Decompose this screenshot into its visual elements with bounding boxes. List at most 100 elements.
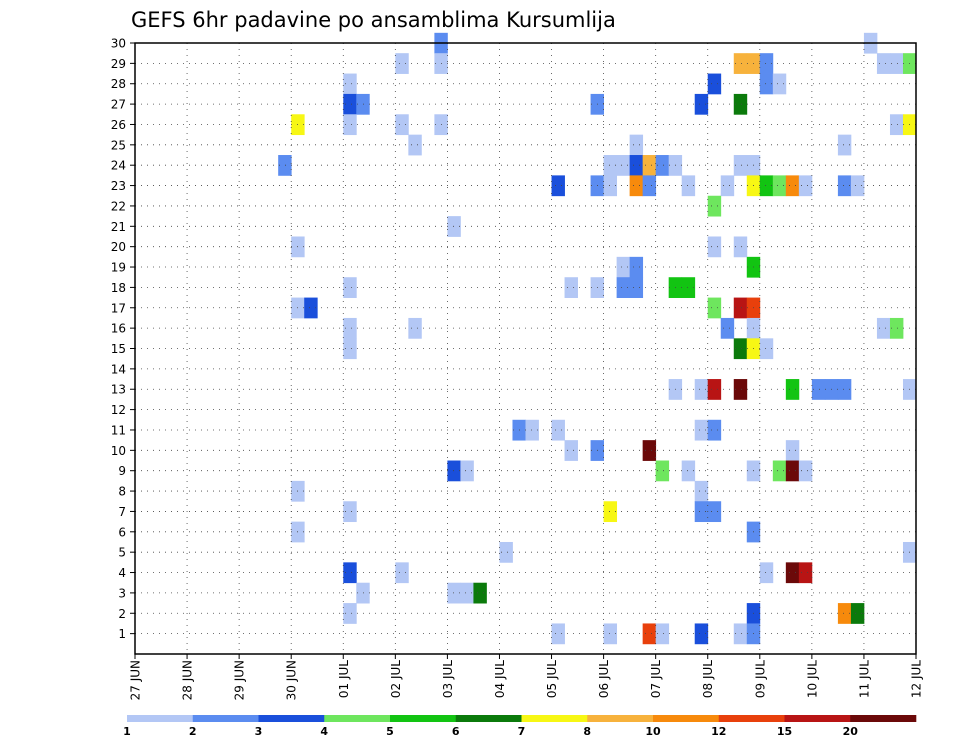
y-tick-label: 27 [111, 98, 126, 112]
heatmap-cell [785, 460, 800, 482]
colorbar-label: 8 [583, 725, 591, 738]
x-tick-label: 12 JUL [910, 660, 924, 698]
heatmap-cell [655, 623, 670, 645]
heatmap-cell [564, 440, 578, 461]
x-tick-label: 07 JUL [649, 660, 663, 698]
x-tick-label: 05 JUL [545, 660, 559, 698]
colorbar-label: 10 [645, 725, 661, 738]
heatmap-cell [551, 623, 565, 645]
heatmap-cell [759, 73, 774, 95]
heatmap-cell [603, 155, 618, 176]
y-tick-label: 25 [111, 138, 126, 152]
colorbar-swatch [324, 715, 391, 722]
heatmap-cell [499, 541, 513, 563]
heatmap-cell [707, 379, 722, 400]
heatmap-cell [785, 562, 800, 584]
colorbar-swatch [587, 715, 654, 722]
y-tick-label: 7 [118, 505, 126, 519]
heatmap-cell [460, 582, 474, 604]
y-tick-label: 10 [111, 444, 126, 458]
x-tick-label: 02 JUL [389, 660, 403, 698]
y-tick-label: 13 [111, 383, 126, 397]
y-tick-label: 12 [111, 403, 126, 417]
heatmap-cell [785, 379, 800, 400]
colorbar-swatch [192, 715, 259, 722]
colorbar-label: 1 [123, 725, 131, 738]
x-tick-label: 09 JUL [753, 660, 767, 698]
heatmap-cell [408, 317, 422, 339]
y-tick-label: 8 [118, 485, 126, 499]
heatmap-cell [798, 175, 813, 197]
heatmap-cell [759, 53, 774, 74]
heatmap-cell [629, 175, 644, 197]
heatmap-cell [720, 317, 735, 339]
heatmap-cell [850, 175, 865, 197]
heatmap-cell [798, 460, 813, 482]
x-tick-label: 06 JUL [597, 660, 611, 698]
x-tick-label: 03 JUL [441, 660, 455, 698]
y-tick-label: 22 [111, 199, 126, 213]
y-tick-label: 24 [111, 159, 126, 173]
heatmap-cell [694, 501, 709, 523]
heatmap-cell [655, 155, 670, 176]
heatmap-cell [447, 582, 461, 604]
heatmap-cell [720, 175, 735, 197]
y-tick-label: 21 [111, 220, 126, 234]
heatmap-cell [733, 379, 748, 400]
y-tick-label: 30 [111, 37, 126, 51]
heatmap-cell [343, 93, 357, 115]
colorbar-swatch [718, 715, 785, 722]
heatmap-cell [707, 73, 722, 95]
heatmap-cell [642, 155, 657, 176]
y-tick-label: 18 [111, 281, 126, 295]
heatmap-cell [395, 114, 409, 136]
heatmap-cell [304, 297, 318, 319]
heatmap-cell [889, 53, 904, 74]
heatmap-cell [876, 317, 891, 339]
y-tick-label: 20 [111, 240, 126, 254]
heatmap-cell [772, 175, 787, 197]
heatmap-cell [850, 603, 865, 624]
x-tick-label: 08 JUL [701, 660, 715, 698]
heatmap-cell [655, 460, 670, 482]
heatmap-cell [694, 623, 709, 645]
heatmap-cell [837, 134, 852, 156]
colorbar-swatch [390, 715, 457, 722]
heatmap-cell [798, 562, 813, 584]
heatmap-cell [616, 277, 631, 298]
heatmap-cell [707, 195, 722, 217]
heatmap-cell [681, 175, 696, 197]
y-tick-label: 2 [118, 607, 126, 621]
heatmap-cell [759, 338, 774, 360]
heatmap-cell [356, 93, 370, 115]
y-tick-label: 26 [111, 118, 126, 132]
y-tick-label: 1 [118, 627, 126, 641]
y-tick-label: 9 [118, 464, 126, 478]
heatmap-cell [733, 53, 748, 74]
heatmap-cell [616, 256, 631, 278]
x-tick-label: 27 JUN [129, 660, 143, 700]
heatmap-cell [629, 277, 644, 298]
colorbar: 1 2 3 4 5 6 7 8 10 12 15 20 [123, 715, 917, 738]
y-tick-label: 29 [111, 57, 126, 71]
chart-title: GEFS 6hr padavine po ansamblima Kursumli… [131, 8, 616, 32]
x-tick-label: 29 JUN [233, 660, 247, 700]
heatmap-cell [460, 460, 474, 482]
heatmap-cell [707, 297, 722, 319]
y-tick-label: 3 [118, 586, 126, 600]
y-tick-label: 19 [111, 261, 126, 275]
colorbar-label: 4 [320, 725, 328, 738]
x-tick-label: 11 JUL [857, 660, 871, 698]
heatmap-cell [837, 603, 852, 624]
heatmap-cell [785, 175, 800, 197]
heatmap-cell [694, 419, 709, 441]
x-tick-label: 01 JUL [337, 660, 351, 698]
heatmap-cell [343, 603, 357, 624]
heatmap-cell [447, 460, 461, 482]
heatmap-cell [642, 440, 657, 461]
colorbar-swatch [653, 715, 720, 722]
heatmap-cell [343, 501, 357, 523]
heatmap-cell [733, 155, 748, 176]
y-tick-label: 15 [111, 342, 126, 356]
